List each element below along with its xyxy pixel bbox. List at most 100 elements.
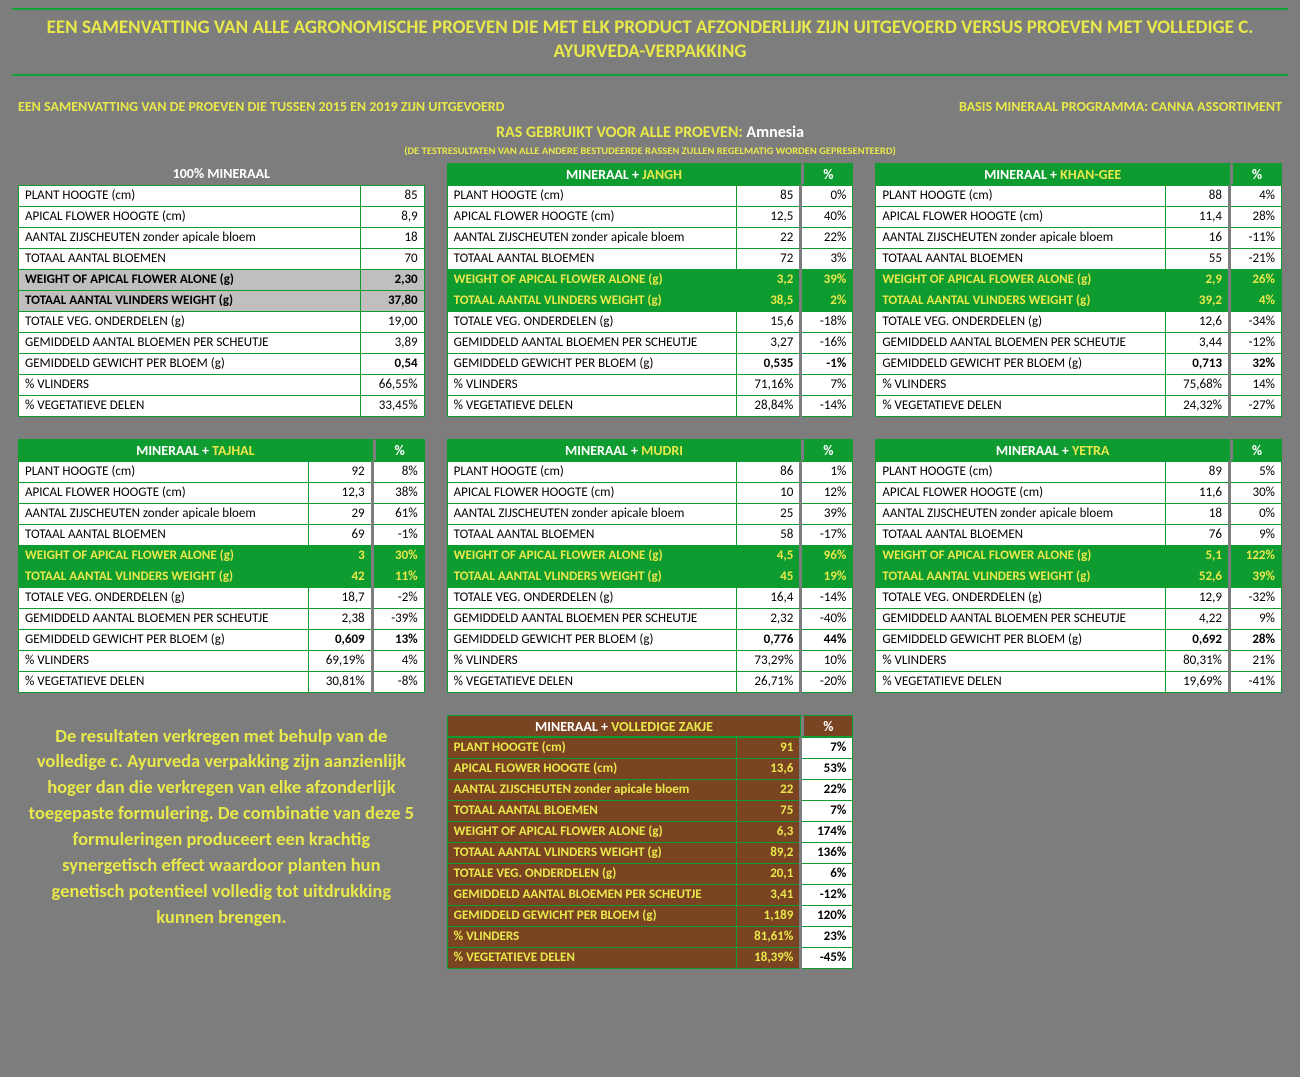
table-row: PLANT HOOGTE (cm)850%	[447, 185, 853, 206]
header-prefix: MINERAAL +	[535, 718, 611, 735]
row-label: GEMIDDELD GEWICHT PER BLOEM (g)	[19, 353, 361, 374]
row-label: WEIGHT OF APICAL FLOWER ALONE (g)	[19, 269, 361, 290]
row-pct: 44%	[801, 629, 853, 650]
row-label: WEIGHT OF APICAL FLOWER ALONE (g)	[876, 269, 1166, 290]
row-label: TOTAAL AANTAL BLOEMEN	[876, 248, 1166, 269]
row-pct: 5%	[1229, 461, 1281, 482]
row-pct: 53%	[801, 758, 853, 779]
row-label: % VLINDERS	[876, 374, 1166, 395]
panel-header: MINERAAL + TAJHAL%	[18, 439, 425, 461]
table-row: GEMIDDELD AANTAL BLOEMEN PER SCHEUTJE4,2…	[876, 608, 1282, 629]
row-value: 0,692	[1165, 629, 1229, 650]
row-label: TOTAAL AANTAL VLINDERS WEIGHT (g)	[19, 290, 361, 311]
table-row: AANTAL ZIJSCHEUTEN zonder apicale bloem1…	[876, 503, 1282, 524]
row-label: GEMIDDELD AANTAL BLOEMEN PER SCHEUTJE	[19, 332, 361, 353]
row-value: 16	[1165, 227, 1229, 248]
row-value: 30,81%	[308, 671, 372, 692]
table-row: TOTAAL AANTAL VLINDERS WEIGHT (g)52,639%	[876, 566, 1282, 587]
data-table: PLANT HOOGTE (cm)928%APICAL FLOWER HOOGT…	[18, 461, 425, 693]
row-pct: -34%	[1229, 311, 1281, 332]
row-pct: 174%	[801, 821, 853, 842]
row-value: 71,16%	[737, 374, 801, 395]
row-value: 4,22	[1165, 608, 1229, 629]
row-pct: -41%	[1229, 671, 1281, 692]
table-row: WEIGHT OF APICAL FLOWER ALONE (g)4,596%	[447, 545, 853, 566]
row-pct: 39%	[801, 503, 853, 524]
row-pct: -27%	[1229, 395, 1281, 416]
row-value: 11,4	[1165, 206, 1229, 227]
row-pct: -45%	[801, 947, 853, 968]
panel-header: MINERAAL + JANGH%	[447, 163, 854, 185]
table-row: TOTAAL AANTAL BLOEMEN757%	[447, 800, 853, 821]
row-pct: 0%	[1229, 503, 1281, 524]
panel-jangh: MINERAAL + JANGH%PLANT HOOGTE (cm)850%AP…	[447, 163, 854, 417]
row-pct: 4%	[372, 650, 424, 671]
row-value: 12,6	[1165, 311, 1229, 332]
row-pct: 9%	[1229, 608, 1281, 629]
table-row: GEMIDDELD AANTAL BLOEMEN PER SCHEUTJE2,3…	[19, 608, 425, 629]
table-row: PLANT HOOGTE (cm)861%	[447, 461, 853, 482]
data-table: PLANT HOOGTE (cm)895%APICAL FLOWER HOOGT…	[875, 461, 1282, 693]
row-pct: 1%	[801, 461, 853, 482]
row-value: 28,84%	[737, 395, 801, 416]
header-product: JANGH	[642, 166, 682, 183]
empty-cell	[875, 703, 1282, 969]
row-value: 3,89	[360, 332, 424, 353]
row-value: 26,71%	[737, 671, 801, 692]
row-value: 33,45%	[360, 395, 424, 416]
panel-header: MINERAAL + KHAN-GEE%	[875, 163, 1282, 185]
header-product: KHAN-GEE	[1060, 166, 1121, 183]
table-row: TOTAAL AANTAL VLINDERS WEIGHT (g)37,80	[19, 290, 425, 311]
row-pct: -21%	[1229, 248, 1281, 269]
ras-prefix: RAS GEBRUIKT VOOR ALLE PROEVEN:	[496, 123, 746, 142]
row-label: TOTALE VEG. ONDERDELEN (g)	[19, 311, 361, 332]
ras-name: Amnesia	[746, 123, 804, 142]
row-label: % VEGETATIEVE DELEN	[876, 671, 1166, 692]
row-label: GEMIDDELD GEWICHT PER BLOEM (g)	[19, 629, 309, 650]
header-prefix: MINERAAL +	[566, 166, 642, 183]
header-product: VOLLEDIGE ZAKJE	[611, 718, 713, 735]
table-row: TOTAAL AANTAL BLOEMEN69-1%	[19, 524, 425, 545]
row-value: 0,609	[308, 629, 372, 650]
row-value: 0,713	[1165, 353, 1229, 374]
row-value: 75,68%	[1165, 374, 1229, 395]
table-row: TOTAAL AANTAL BLOEMEN769%	[876, 524, 1282, 545]
row-value: 15,6	[737, 311, 801, 332]
panel-header: 100% MINERAAL	[18, 163, 425, 185]
row-value: 12,9	[1165, 587, 1229, 608]
table-row: GEMIDDELD GEWICHT PER BLOEM (g)0,77644%	[447, 629, 853, 650]
table-row: TOTALE VEG. ONDERDELEN (g)12,9-32%	[876, 587, 1282, 608]
row-label: TOTALE VEG. ONDERDELEN (g)	[447, 863, 737, 884]
table-row: APICAL FLOWER HOOGTE (cm)12,338%	[19, 482, 425, 503]
row-pct: 122%	[1229, 545, 1281, 566]
row-label: GEMIDDELD AANTAL BLOEMEN PER SCHEUTJE	[447, 884, 737, 905]
table-row: % VLINDERS69,19%4%	[19, 650, 425, 671]
row-value: 42	[308, 566, 372, 587]
table-row: % VEGETATIEVE DELEN24,32%-27%	[876, 395, 1282, 416]
row-label: WEIGHT OF APICAL FLOWER ALONE (g)	[19, 545, 309, 566]
page-title: EEN SAMENVATTING VAN ALLE AGRONOMISCHE P…	[12, 16, 1288, 64]
row-pct: 39%	[801, 269, 853, 290]
panel-header-main: MINERAAL + VOLLEDIGE ZAKJE	[447, 715, 802, 737]
subheader-right: BASIS MINERAAL PROGRAMMA: CANNA ASSORTIM…	[959, 98, 1282, 115]
panel-tajhal: MINERAAL + TAJHAL%PLANT HOOGTE (cm)928%A…	[18, 439, 425, 693]
table-row: TOTAAL AANTAL BLOEMEN58-17%	[447, 524, 853, 545]
table-row: TOTAAL AANTAL VLINDERS WEIGHT (g)39,24%	[876, 290, 1282, 311]
panels-grid: 100% MINERAALPLANT HOOGTE (cm)85APICAL F…	[12, 163, 1288, 969]
row-pct: 7%	[801, 800, 853, 821]
row-pct: 3%	[801, 248, 853, 269]
row-label: AANTAL ZIJSCHEUTEN zonder apicale bloem	[447, 779, 737, 800]
row-label: PLANT HOOGTE (cm)	[19, 461, 309, 482]
row-pct: -40%	[801, 608, 853, 629]
table-row: TOTAAL AANTAL BLOEMEN70	[19, 248, 425, 269]
row-value: 69	[308, 524, 372, 545]
row-label: TOTAAL AANTAL VLINDERS WEIGHT (g)	[447, 842, 737, 863]
table-row: GEMIDDELD GEWICHT PER BLOEM (g)0,535-1%	[447, 353, 853, 374]
table-row: % VLINDERS81,61%23%	[447, 926, 853, 947]
panel-header-pct: %	[801, 715, 853, 737]
table-row: % VLINDERS80,31%21%	[876, 650, 1282, 671]
row-value: 18,39%	[737, 947, 801, 968]
row-label: PLANT HOOGTE (cm)	[447, 737, 737, 758]
table-row: TOTALE VEG. ONDERDELEN (g)15,6-18%	[447, 311, 853, 332]
row-pct: 22%	[801, 227, 853, 248]
